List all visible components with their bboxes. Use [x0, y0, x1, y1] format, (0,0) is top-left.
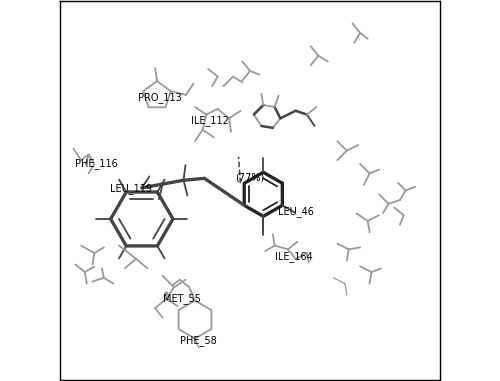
Text: LEU_119: LEU_119 [110, 183, 152, 194]
Text: ILE_164: ILE_164 [274, 251, 312, 263]
Text: MET_55: MET_55 [162, 293, 200, 304]
Text: PHE_58: PHE_58 [180, 335, 216, 346]
Text: (77%): (77%) [235, 172, 264, 182]
Text: PHE_116: PHE_116 [74, 158, 118, 169]
Text: LEU_46: LEU_46 [278, 206, 314, 217]
Text: ILE_112: ILE_112 [191, 115, 229, 126]
Text: PRO_113: PRO_113 [138, 92, 182, 103]
